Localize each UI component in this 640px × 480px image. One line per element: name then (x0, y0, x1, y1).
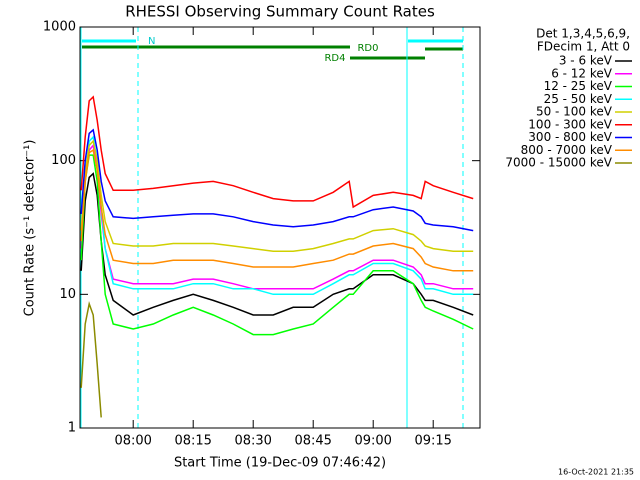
legend-label: 6 - 12 keV (551, 66, 613, 80)
chart-title: RHESSI Observing Summary Count Rates (125, 3, 435, 21)
annotation: RD0 (357, 43, 378, 54)
x-tick-label: 09:00 (354, 434, 391, 449)
legend-label: 12 - 25 keV (544, 79, 613, 93)
y-tick-label: 1000 (43, 20, 76, 35)
series-line (80, 95, 474, 209)
y-tick-label: 1 (68, 421, 76, 436)
y-axis-label: Count Rate (s⁻¹ detector⁻¹) (23, 140, 38, 317)
series-line (80, 128, 474, 232)
legend-label: 100 - 300 keV (528, 117, 612, 131)
y-tick-label: 100 (51, 153, 76, 168)
legend-header: FDecim 1, Att 0 (537, 40, 630, 54)
x-tick-label: 08:45 (294, 434, 331, 449)
series-line (80, 300, 102, 418)
x-tick-label: 08:00 (114, 434, 151, 449)
series-line (80, 148, 474, 272)
legend-label: 7000 - 15000 keV (505, 156, 612, 170)
footer: 16-Oct-2021 21:35 (558, 468, 634, 477)
series-line (80, 154, 474, 336)
annotation: RD4 (324, 53, 345, 64)
x-tick-label: 09:15 (414, 434, 451, 449)
legend-label: 3 - 6 keV (559, 54, 613, 68)
legend-label: 25 - 50 keV (544, 92, 613, 106)
legend-label: 800 - 7000 keV (521, 143, 613, 157)
y-tick-label: 10 (59, 287, 76, 302)
series-line (80, 139, 474, 253)
x-tick-label: 08:30 (234, 434, 271, 449)
x-axis-label: Start Time (19-Dec-09 07:46:42) (174, 456, 386, 471)
x-tick-label: 08:15 (174, 434, 211, 449)
legend-header: Det 1,3,4,5,6,9, (536, 27, 630, 41)
legend-label: 300 - 800 keV (528, 130, 612, 144)
annotation: N (148, 36, 155, 47)
plot-frame (79, 26, 481, 429)
legend-label: 50 - 100 keV (536, 105, 613, 119)
